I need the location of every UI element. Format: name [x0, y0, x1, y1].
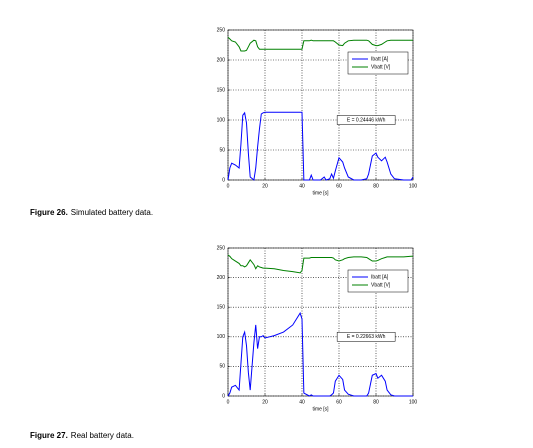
x-tick-label: 0	[227, 399, 230, 405]
figure-label: Figure 26.	[30, 208, 68, 217]
y-tick-label: 150	[217, 87, 226, 93]
annotation-box	[336, 332, 396, 342]
x-axis-label: time [s]	[312, 190, 329, 196]
legend-label: Ibatt [A]	[371, 56, 389, 62]
data-line	[227, 311, 413, 397]
x-tick-label: 40	[299, 399, 305, 405]
legend-label: Vbatt [V]	[371, 282, 391, 288]
x-tick-label: 80	[373, 399, 379, 405]
y-tick-label: 150	[217, 305, 226, 311]
y-tick-label: 200	[217, 57, 226, 63]
figure: 0 50 100 150 200 250 0 20 40 60 80 100 time [s] E = 0…	[30, 245, 417, 440]
x-tick-label: 60	[336, 183, 342, 189]
x-tick-label: 40	[299, 183, 305, 189]
y-tick-label: 100	[217, 117, 226, 123]
y-tick-label: 50	[219, 147, 225, 153]
x-tick-label: 0	[227, 183, 230, 189]
figure-caption: Simulated battery data.	[71, 208, 153, 217]
x-tick-label: 80	[373, 183, 379, 189]
annotation: E = 0.24446 kWh	[347, 117, 386, 123]
x-axis-label: time [s]	[312, 406, 329, 412]
annotation-box	[336, 115, 396, 125]
figure: 0 50 100 150 200 250 0 20 40 60 80 100 time [s] E = 0…	[30, 27, 417, 217]
x-tick-label: 20	[262, 183, 268, 189]
y-tick-label: 200	[217, 275, 226, 281]
x-tick-label: 100	[409, 399, 418, 405]
figure-label: Figure 27.	[30, 431, 68, 440]
x-tick-label: 100	[409, 183, 418, 189]
data-line	[227, 111, 414, 181]
legend-box	[347, 269, 409, 293]
data-line	[227, 254, 413, 274]
y-tick-label: 250	[217, 245, 226, 251]
figure-caption: Real battery data.	[71, 431, 134, 440]
y-tick-label: 0	[222, 393, 225, 399]
x-tick-label: 60	[336, 399, 342, 405]
y-tick-label: 100	[217, 334, 226, 340]
data-line	[227, 36, 413, 52]
x-tick-label: 20	[262, 399, 268, 405]
y-tick-label: 250	[217, 27, 226, 33]
legend-box	[347, 51, 409, 75]
y-tick-label: 50	[219, 364, 225, 370]
legend-label: Vbatt [V]	[371, 64, 391, 70]
y-tick-label: 0	[222, 177, 225, 183]
legend-label: Ibatt [A]	[371, 274, 389, 280]
annotation: E = 0.22663 kWh	[347, 334, 386, 340]
